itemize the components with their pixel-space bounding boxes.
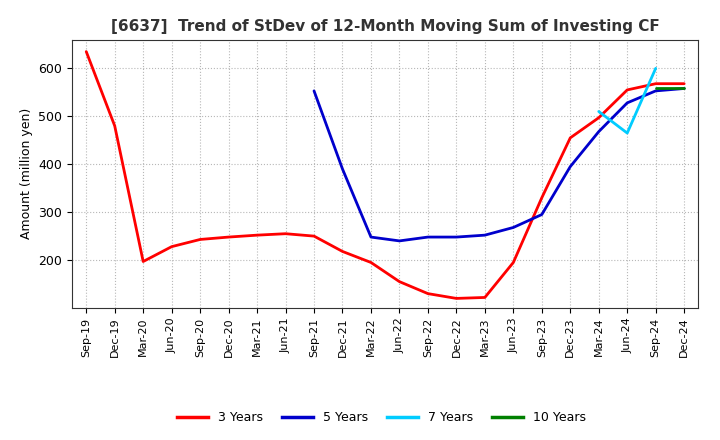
- 5 Years: [338, 166, 347, 172]
- 5 Years: [623, 100, 631, 106]
- 3 Years: [225, 235, 233, 240]
- 7 Years: [623, 130, 631, 136]
- 3 Years: [566, 135, 575, 140]
- 3 Years: [282, 231, 290, 236]
- Line: 3 Years: 3 Years: [86, 51, 684, 298]
- 5 Years: [366, 235, 375, 240]
- 3 Years: [253, 232, 261, 238]
- 3 Years: [167, 244, 176, 249]
- 3 Years: [366, 260, 375, 265]
- 3 Years: [680, 81, 688, 86]
- 7 Years: [595, 109, 603, 114]
- Y-axis label: Amount (million yen): Amount (million yen): [19, 108, 32, 239]
- Line: 5 Years: 5 Years: [314, 88, 684, 241]
- 3 Years: [196, 237, 204, 242]
- 10 Years: [652, 86, 660, 91]
- 5 Years: [452, 235, 461, 240]
- 5 Years: [566, 164, 575, 169]
- 3 Years: [82, 49, 91, 54]
- 3 Years: [652, 81, 660, 86]
- 10 Years: [680, 86, 688, 91]
- 3 Years: [395, 279, 404, 284]
- 3 Years: [139, 259, 148, 264]
- 5 Years: [480, 232, 489, 238]
- 7 Years: [652, 66, 660, 71]
- 5 Years: [680, 86, 688, 91]
- 3 Years: [110, 123, 119, 128]
- 5 Years: [652, 88, 660, 94]
- 5 Years: [595, 129, 603, 134]
- Line: 7 Years: 7 Years: [599, 68, 656, 133]
- 3 Years: [623, 87, 631, 92]
- 5 Years: [395, 238, 404, 244]
- Legend: 3 Years, 5 Years, 7 Years, 10 Years: 3 Years, 5 Years, 7 Years, 10 Years: [172, 407, 591, 429]
- 3 Years: [480, 295, 489, 300]
- 3 Years: [509, 260, 518, 265]
- 3 Years: [537, 195, 546, 200]
- 3 Years: [595, 115, 603, 121]
- 3 Years: [423, 291, 432, 296]
- 5 Years: [423, 235, 432, 240]
- 3 Years: [310, 234, 318, 239]
- 5 Years: [537, 212, 546, 217]
- 5 Years: [310, 88, 318, 94]
- 3 Years: [338, 249, 347, 254]
- 3 Years: [452, 296, 461, 301]
- 5 Years: [509, 225, 518, 230]
- Title: [6637]  Trend of StDev of 12-Month Moving Sum of Investing CF: [6637] Trend of StDev of 12-Month Moving…: [111, 19, 660, 34]
